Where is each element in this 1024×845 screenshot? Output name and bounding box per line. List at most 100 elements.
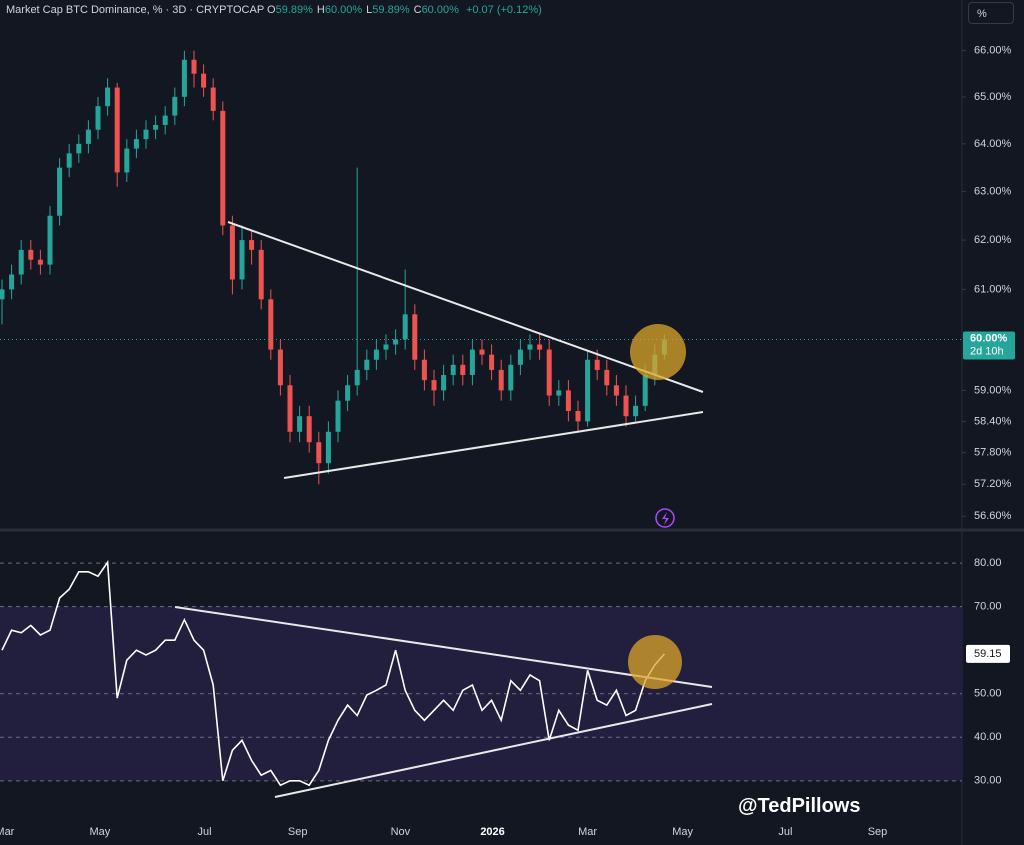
candle-body: [546, 349, 552, 396]
ohlc-value: 60.00%: [421, 4, 459, 16]
candle-body: [133, 139, 139, 149]
candle-body: [268, 299, 274, 350]
candle-body: [249, 240, 255, 250]
candle-body: [364, 359, 370, 370]
candle-body: [345, 385, 351, 401]
candle-body: [498, 369, 504, 391]
candle-body: [565, 390, 571, 412]
ohlc-key: O: [267, 4, 276, 16]
candle-body: [508, 364, 514, 391]
trendline: [174, 606, 713, 688]
y-tick-label: 63.00%: [974, 185, 1012, 197]
trendline: [283, 411, 704, 479]
y-tick-label: 64.00%: [974, 138, 1012, 150]
x-tick-label: May: [90, 826, 111, 838]
candle-body: [316, 442, 322, 464]
candle-body: [172, 96, 178, 116]
highlight-circle: [628, 635, 682, 689]
y-tick-label: 70.00: [974, 601, 1002, 613]
candle-body: [450, 364, 456, 376]
rsi-badge-label: 59.15: [974, 648, 1002, 660]
y-tick-label: 61.00%: [974, 283, 1012, 295]
x-tick-label: May: [672, 826, 693, 838]
x-tick-label: Mar: [578, 826, 597, 838]
last-price-badge: [963, 331, 1015, 360]
y-tick-label: 59.00%: [974, 384, 1012, 396]
candle-body: [47, 215, 53, 265]
y-tick-label: 57.20%: [974, 478, 1012, 490]
y-tick-label: 30.00: [974, 775, 1002, 787]
y-tick-label: 65.00%: [974, 91, 1012, 103]
candle-body: [210, 87, 216, 111]
candle-body: [143, 129, 149, 140]
candle-body: [469, 349, 475, 376]
candle-body: [556, 390, 562, 396]
candle-body: [258, 249, 264, 300]
candle-body: [124, 148, 130, 173]
y-tick-label: 40.00: [974, 731, 1002, 743]
last-price-label: 60.00%: [970, 332, 1008, 344]
ohlc-key: C: [413, 4, 422, 16]
candle-body: [297, 416, 303, 432]
candle-body: [18, 249, 24, 275]
rsi-line: [1, 559, 666, 787]
trendline: [274, 703, 713, 798]
x-tick-label: 2026: [480, 826, 504, 838]
candle-body: [153, 124, 159, 130]
candle-body: [37, 259, 43, 265]
x-tick-label: Mar: [0, 826, 15, 838]
candle-body: [383, 344, 389, 350]
candle-body: [441, 375, 447, 391]
candle-body: [114, 87, 120, 173]
countdown-label: 2d 10h: [970, 345, 1004, 357]
candle-body: [85, 129, 91, 144]
candle-body: [277, 349, 283, 386]
candle-body: [354, 369, 360, 386]
y-tick-label: 58.40%: [974, 415, 1012, 427]
candle-body: [57, 167, 63, 216]
y-tick-label: 56.60%: [974, 510, 1012, 522]
x-tick-label: Nov: [391, 826, 411, 838]
candle-body: [9, 274, 15, 290]
candle-body: [76, 143, 82, 154]
alert-icon[interactable]: [655, 508, 675, 528]
candle-body: [95, 106, 101, 130]
candle-body: [201, 73, 207, 88]
candle-body: [287, 385, 293, 432]
candle-body: [479, 349, 485, 355]
x-tick-label: Jul: [198, 826, 212, 838]
candle-body: [527, 344, 533, 350]
candle-body: [402, 314, 408, 340]
candle-body: [489, 354, 495, 370]
candle-body: [335, 400, 341, 432]
candle-body: [325, 431, 331, 464]
ohlc-value: 60.00%: [324, 4, 363, 16]
candle-body: [393, 339, 399, 345]
candle-body: [613, 385, 619, 396]
unit-button[interactable]: %: [968, 2, 1014, 24]
candle-body: [28, 249, 34, 260]
candle-body: [306, 416, 312, 443]
highlight-circle: [630, 324, 686, 380]
y-tick-label: 57.80%: [974, 447, 1012, 459]
y-tick-label: 62.00%: [974, 234, 1012, 246]
x-tick-label: Sep: [868, 826, 888, 838]
candle-body: [191, 59, 197, 74]
candle-body: [537, 344, 543, 350]
candle-body: [105, 87, 111, 107]
candle-body: [431, 380, 437, 391]
candle-body: [633, 405, 639, 417]
candle-body: [642, 375, 648, 406]
candle-body: [604, 369, 610, 386]
y-tick-label: 66.00%: [974, 45, 1012, 57]
ohlc-key: H: [316, 4, 325, 16]
candle-body: [623, 395, 629, 417]
candle-body: [162, 115, 168, 125]
legend-header: Market Cap BTC Dominance, % · 3D · CRYPT…: [6, 4, 542, 16]
candle-body: [421, 359, 427, 381]
candle-body: [412, 314, 418, 360]
y-tick-label: 50.00: [974, 688, 1002, 700]
candle-body: [181, 59, 187, 97]
candle-body: [373, 349, 379, 360]
